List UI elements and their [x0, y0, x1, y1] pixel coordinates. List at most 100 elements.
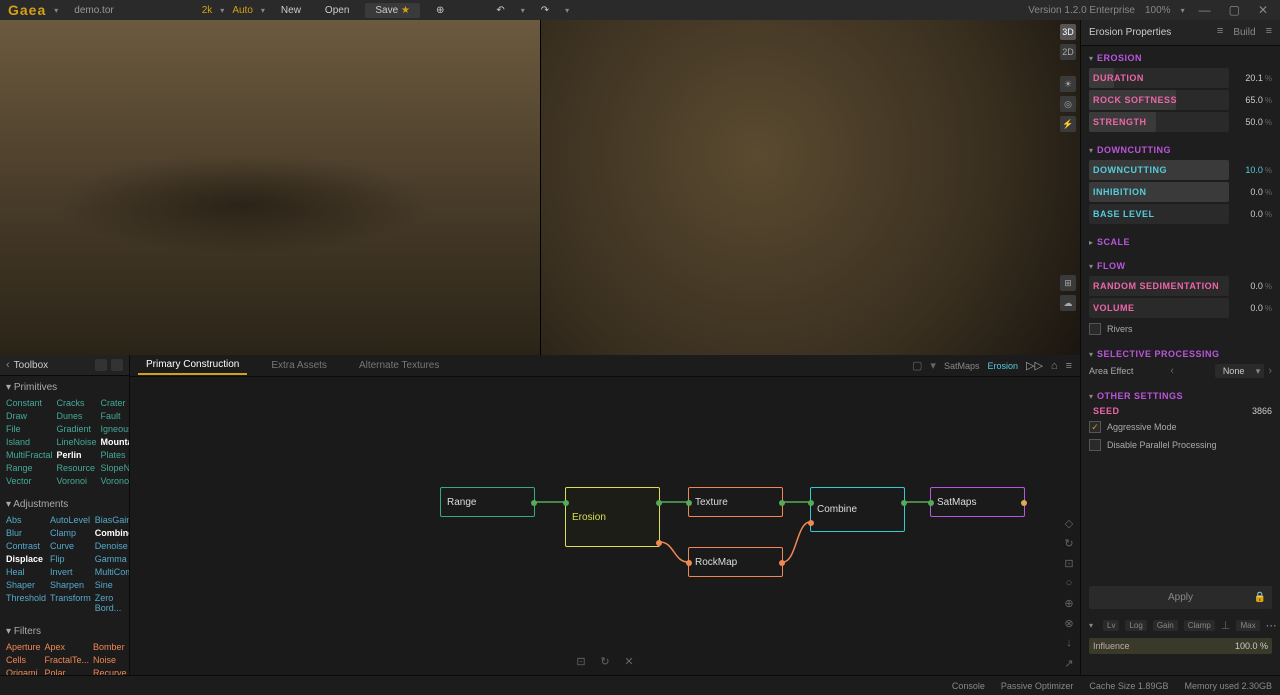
- selective-section-header[interactable]: ▾SELECTIVE PROCESSING: [1089, 346, 1272, 362]
- prop-rock-softness[interactable]: ROCK SOFTNESS65.0%: [1089, 90, 1272, 110]
- clamp-button[interactable]: Clamp: [1184, 620, 1215, 631]
- node-rockmap[interactable]: RockMap: [688, 547, 783, 577]
- erosion-link[interactable]: Erosion: [987, 361, 1018, 371]
- viewport-3d[interactable]: [0, 20, 540, 355]
- toolbox-item-bomber[interactable]: Bomber: [93, 641, 130, 653]
- toolbox-item-fractalte...[interactable]: FractalTe...: [45, 654, 90, 666]
- gs-icon-8[interactable]: ↗: [1062, 657, 1076, 671]
- toolbox-item-cracks[interactable]: Cracks: [57, 397, 97, 409]
- toolbox-item-sharpen[interactable]: Sharpen: [50, 579, 91, 591]
- lv-button[interactable]: Lv: [1103, 620, 1119, 631]
- mode-selector[interactable]: Auto: [232, 5, 253, 16]
- node-range[interactable]: Range: [440, 487, 535, 517]
- gain-button[interactable]: Gain: [1153, 620, 1178, 631]
- props-menu-icon[interactable]: ≡: [1217, 25, 1223, 40]
- node-combine[interactable]: Combine: [810, 487, 905, 532]
- toolbox-item-heal[interactable]: Heal: [6, 566, 46, 578]
- gb-icon-2[interactable]: ↻: [598, 655, 612, 669]
- node-satmaps[interactable]: SatMaps: [930, 487, 1025, 517]
- toolbox-item-gamma[interactable]: Gamma: [95, 553, 130, 565]
- node-texture[interactable]: Texture: [688, 487, 783, 517]
- toolbox-item-resource[interactable]: Resource: [57, 462, 97, 474]
- toolbox-item-blur[interactable]: Blur: [6, 527, 46, 539]
- toolbox-item-voronoi+[interactable]: Voronoi+: [101, 475, 130, 487]
- toolbox-item-mountain[interactable]: Mountain: [101, 436, 130, 448]
- toolbox-item-aperture[interactable]: Aperture: [6, 641, 41, 653]
- more-icon[interactable]: ⋯: [1266, 619, 1277, 632]
- log-button[interactable]: Log: [1125, 620, 1146, 631]
- undo-dropdown-icon[interactable]: ▾: [521, 6, 525, 15]
- tab-icon1[interactable]: ▢: [912, 359, 922, 372]
- slider-chev-icon[interactable]: ▾: [1089, 621, 1093, 630]
- gs-icon-2[interactable]: ↻: [1062, 537, 1076, 551]
- toolbox-item-file[interactable]: File: [6, 423, 53, 435]
- influence-slider[interactable]: Influence 100.0 %: [1089, 638, 1272, 654]
- gs-icon-3[interactable]: ⊡: [1062, 557, 1076, 571]
- gb-icon-3[interactable]: ✕: [622, 655, 636, 669]
- toolbox-item-multifractal[interactable]: MultiFractal: [6, 449, 53, 461]
- adjustments-section[interactable]: ▾ Adjustments: [6, 497, 123, 512]
- area-effect-dropdown[interactable]: Area Effect ‹ None ▾ ›: [1089, 362, 1272, 380]
- flow-section-header[interactable]: ▾FLOW: [1089, 258, 1272, 274]
- toolbox-item-gradient[interactable]: Gradient: [57, 423, 97, 435]
- open-button[interactable]: Open: [317, 3, 357, 18]
- other-section-header[interactable]: ▾OTHER SETTINGS: [1089, 388, 1272, 404]
- toolbox-item-crater[interactable]: Crater: [101, 397, 130, 409]
- toolbox-item-igneous[interactable]: Igneous: [101, 423, 130, 435]
- console-link[interactable]: Console: [952, 681, 985, 691]
- node-erosion[interactable]: Erosion: [565, 487, 660, 547]
- downcutting-section-header[interactable]: ▾DOWNCUTTING: [1089, 142, 1272, 158]
- toolbox-item-invert[interactable]: Invert: [50, 566, 91, 578]
- play-button[interactable]: ▷▷: [1026, 359, 1043, 372]
- maximize-button[interactable]: ▢: [1225, 3, 1244, 17]
- menu-icon[interactable]: ≡: [1066, 360, 1072, 372]
- disable-parallel-checkbox[interactable]: Disable Parallel Processing: [1089, 436, 1272, 454]
- toolbox-item-recurve[interactable]: Recurve: [93, 667, 130, 675]
- toolbox-item-noise[interactable]: Noise: [93, 654, 130, 666]
- home-icon[interactable]: ⌂: [1051, 360, 1058, 372]
- viewport[interactable]: 3D 2D ☀ ◎ ⚡ ⊞ ☁: [0, 20, 1080, 355]
- toolbox-item-displace[interactable]: Displace: [6, 553, 46, 565]
- view-2d-button[interactable]: 2D: [1060, 44, 1076, 60]
- toolbox-item-sine[interactable]: Sine: [95, 579, 130, 591]
- toolbox-item-dunes[interactable]: Dunes: [57, 410, 97, 422]
- redo-button[interactable]: ↷: [533, 3, 557, 18]
- view-3d-button[interactable]: 3D: [1060, 24, 1076, 40]
- prop-base-level[interactable]: BASE LEVEL0.0%: [1089, 204, 1272, 224]
- close-button[interactable]: ✕: [1254, 3, 1272, 17]
- new-button[interactable]: New: [273, 3, 309, 18]
- prop-random-sed[interactable]: RANDOM SEDIMENTATION0.0%: [1089, 276, 1272, 296]
- toolbox-item-biasgain[interactable]: BiasGain: [95, 514, 130, 526]
- person-icon[interactable]: ⊥: [1221, 619, 1231, 632]
- target-icon[interactable]: ◎: [1060, 96, 1076, 112]
- toolbox-item-zero bord...[interactable]: Zero Bord...: [95, 592, 130, 614]
- erosion-section-header[interactable]: ▾EROSION: [1089, 50, 1272, 66]
- cloud-icon[interactable]: ☁: [1060, 295, 1076, 311]
- bolt-icon[interactable]: ⚡: [1060, 116, 1076, 132]
- area-effect-select[interactable]: None ▾: [1215, 364, 1265, 378]
- toolbox-item-constant[interactable]: Constant: [6, 397, 53, 409]
- filters-section[interactable]: ▾ Filters: [6, 624, 123, 639]
- sun-icon[interactable]: ☀: [1060, 76, 1076, 92]
- gb-icon-1[interactable]: ⊡: [574, 655, 588, 669]
- toolbox-item-abs[interactable]: Abs: [6, 514, 46, 526]
- prop-downcutting[interactable]: DOWNCUTTING10.0%: [1089, 160, 1272, 180]
- toolbox-item-cells[interactable]: Cells: [6, 654, 41, 666]
- redo-dropdown-icon[interactable]: ▾: [565, 6, 569, 15]
- toolbox-item-apex[interactable]: Apex: [45, 641, 90, 653]
- minimize-button[interactable]: —: [1195, 3, 1215, 17]
- tab-alternate[interactable]: Alternate Textures: [351, 357, 447, 374]
- toolbox-item-autolevel[interactable]: AutoLevel: [50, 514, 91, 526]
- app-logo[interactable]: Gaea: [8, 2, 46, 18]
- resolution-dropdown-icon[interactable]: ▾: [220, 6, 224, 15]
- add-button[interactable]: ⊕: [428, 3, 452, 18]
- max-button[interactable]: Max: [1236, 620, 1259, 631]
- save-button[interactable]: Save ★: [365, 3, 420, 18]
- props-menu2-icon[interactable]: ≡: [1266, 25, 1272, 40]
- build-tab[interactable]: Build: [1227, 25, 1261, 40]
- satmaps-link[interactable]: SatMaps: [944, 361, 980, 371]
- toolbox-item-origami[interactable]: Origami: [6, 667, 41, 675]
- tab-extra[interactable]: Extra Assets: [263, 357, 335, 374]
- gs-icon-7[interactable]: ↓: [1062, 637, 1076, 651]
- rivers-checkbox[interactable]: Rivers: [1089, 320, 1272, 338]
